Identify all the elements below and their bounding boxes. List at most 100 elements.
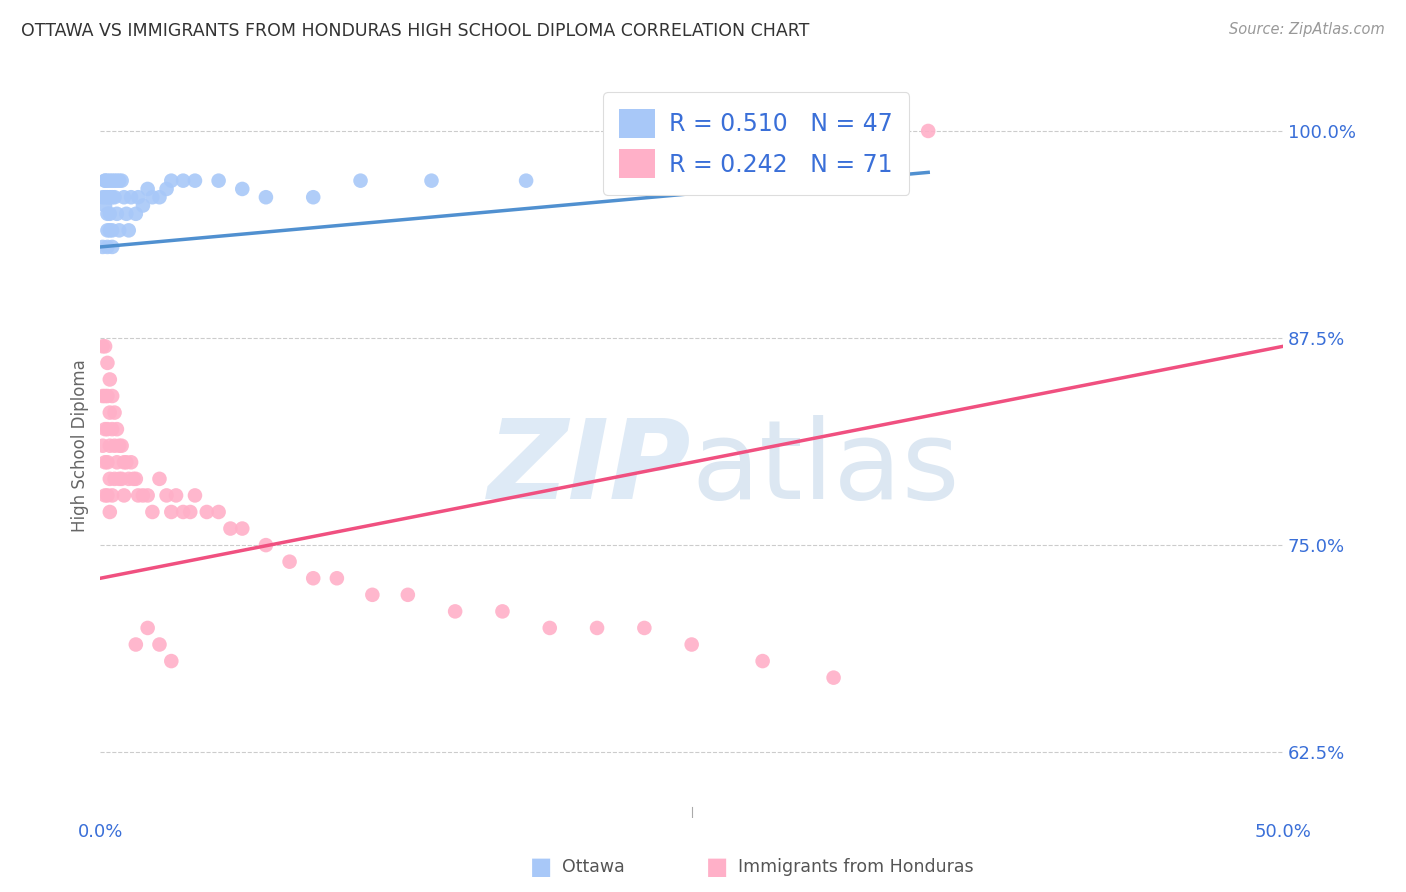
Point: [94, 174, 117, 188]
Point: [112, 455, 135, 469]
Point: [96, 207, 118, 221]
Point: [98, 223, 121, 237]
Point: [122, 472, 145, 486]
Legend: R = 0.510   N = 47, R = 0.242   N = 71: R = 0.510 N = 47, R = 0.242 N = 71: [603, 92, 910, 194]
Point: [207, 505, 229, 519]
Point: [101, 240, 124, 254]
Point: [125, 472, 148, 486]
Point: [751, 654, 773, 668]
Point: [136, 488, 159, 502]
Point: [111, 174, 134, 188]
Point: [118, 223, 141, 237]
Point: [98, 505, 121, 519]
Point: [172, 505, 194, 519]
Point: [91, 339, 114, 353]
Point: [103, 406, 125, 420]
Point: [96, 190, 118, 204]
Point: [361, 588, 384, 602]
Point: [917, 124, 939, 138]
Point: [96, 455, 118, 469]
Point: [254, 190, 277, 204]
Point: [127, 488, 149, 502]
Point: [115, 207, 138, 221]
Point: [108, 174, 131, 188]
Point: [231, 182, 253, 196]
Point: [148, 472, 170, 486]
Point: [141, 190, 163, 204]
Text: OTTAWA VS IMMIGRANTS FROM HONDURAS HIGH SCHOOL DIPLOMA CORRELATION CHART: OTTAWA VS IMMIGRANTS FROM HONDURAS HIGH …: [21, 22, 810, 40]
Point: [98, 207, 121, 221]
Point: [538, 621, 561, 635]
Text: atlas: atlas: [692, 415, 960, 522]
Point: [98, 472, 121, 486]
Point: [195, 505, 218, 519]
Text: Ottawa: Ottawa: [562, 858, 626, 876]
Point: [184, 488, 207, 502]
Point: [326, 571, 349, 585]
Point: [132, 488, 155, 502]
Y-axis label: High School Diploma: High School Diploma: [72, 359, 89, 533]
Point: [91, 190, 114, 204]
Point: [179, 505, 201, 519]
Point: [160, 654, 183, 668]
Point: [105, 207, 128, 221]
Point: [94, 488, 117, 502]
Point: [118, 472, 141, 486]
Point: [96, 488, 118, 502]
Point: [96, 356, 118, 370]
Point: [98, 372, 121, 386]
Point: [98, 190, 121, 204]
Point: [94, 339, 117, 353]
Point: [101, 488, 124, 502]
Point: [94, 389, 117, 403]
Point: [108, 472, 131, 486]
Point: [160, 505, 183, 519]
Point: [103, 439, 125, 453]
Point: [108, 223, 131, 237]
Point: [98, 439, 121, 453]
Point: [98, 406, 121, 420]
Point: [136, 621, 159, 635]
Point: [278, 555, 301, 569]
Point: [491, 604, 513, 618]
Point: [136, 182, 159, 196]
Point: [94, 422, 117, 436]
Text: ■: ■: [706, 855, 728, 879]
Point: [148, 638, 170, 652]
Point: [96, 422, 118, 436]
Point: [302, 571, 325, 585]
Point: [207, 174, 229, 188]
Point: [101, 174, 124, 188]
Point: [125, 207, 148, 221]
Point: [141, 505, 163, 519]
Point: [420, 174, 443, 188]
Point: [98, 174, 121, 188]
Point: [349, 174, 371, 188]
Point: [108, 439, 131, 453]
Point: [823, 671, 845, 685]
Point: [96, 223, 118, 237]
Point: [111, 439, 134, 453]
Point: [125, 638, 148, 652]
Point: [120, 190, 142, 204]
Point: [444, 604, 467, 618]
Point: [112, 190, 135, 204]
Point: [94, 455, 117, 469]
Text: Source: ZipAtlas.com: Source: ZipAtlas.com: [1229, 22, 1385, 37]
Point: [515, 174, 537, 188]
Point: [586, 621, 609, 635]
Point: [105, 422, 128, 436]
Point: [96, 174, 118, 188]
Point: [94, 198, 117, 212]
Point: [165, 488, 187, 502]
Point: [633, 621, 655, 635]
Point: [120, 455, 142, 469]
Point: [132, 198, 155, 212]
Point: [231, 522, 253, 536]
Point: [148, 190, 170, 204]
Point: [127, 190, 149, 204]
Point: [96, 389, 118, 403]
Point: [96, 240, 118, 254]
Point: [172, 174, 194, 188]
Point: [94, 190, 117, 204]
